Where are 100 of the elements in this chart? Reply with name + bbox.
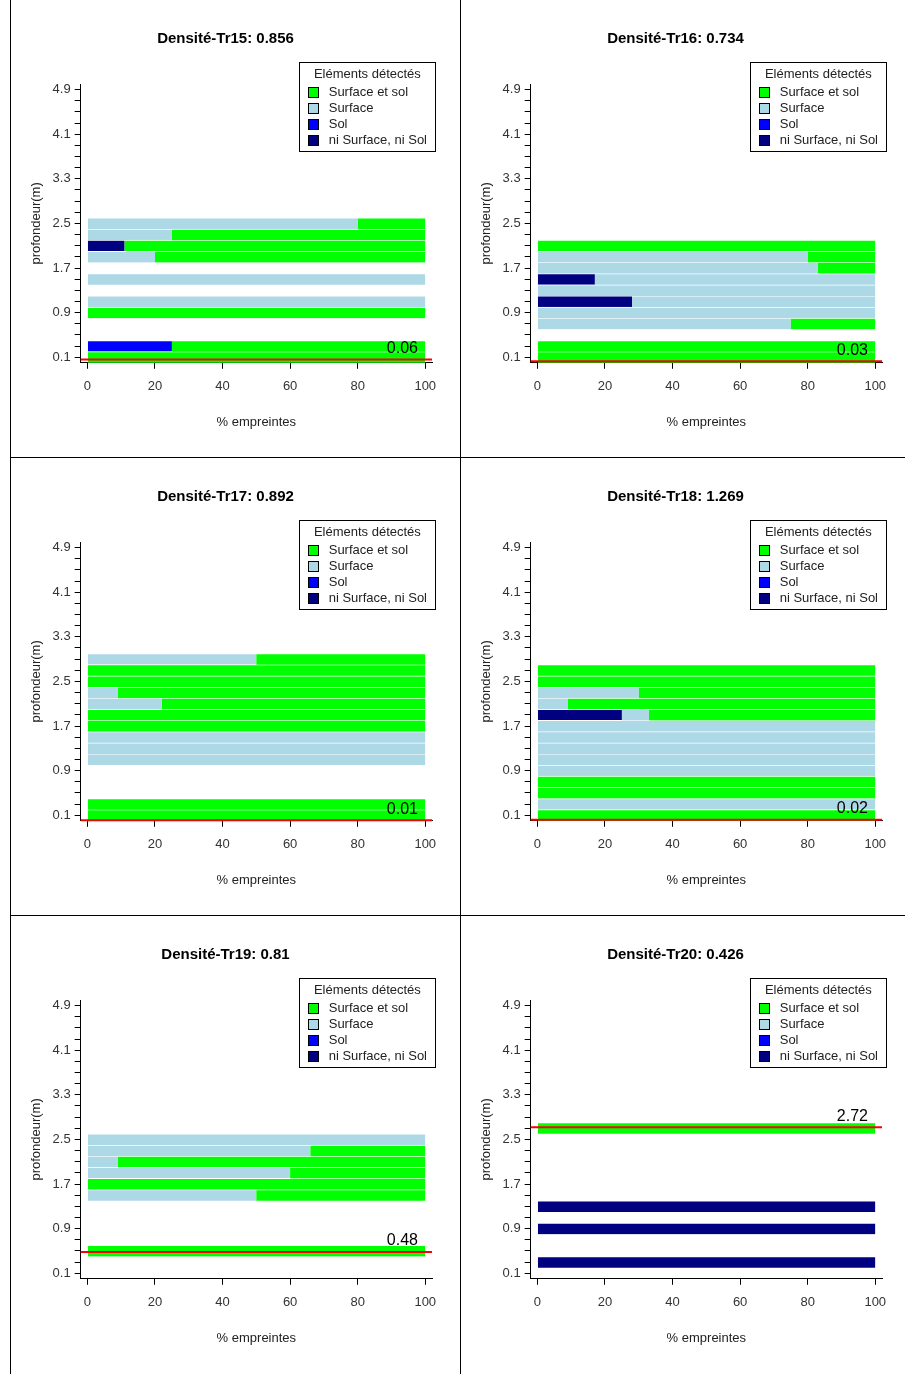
y-tick-label: 2.5 [52, 672, 71, 688]
x-tick-label: 80 [350, 836, 365, 852]
chart-title: Densité-Tr20: 0.426 [607, 945, 744, 963]
legend-label: Surface et sol [328, 542, 409, 558]
chart-title: Densité-Tr18: 1.269 [607, 487, 744, 505]
legend-title: Eléments détectés [763, 524, 873, 540]
x-tick-label: 20 [147, 378, 163, 394]
y-tick-label: 3.3 [52, 170, 71, 186]
chart-title: Densité-Tr17: 0.892 [157, 487, 294, 505]
x-tick-label: 0 [533, 378, 542, 394]
y-tick-label: 0.1 [502, 348, 521, 364]
legend-title: Eléments détectés [312, 982, 422, 998]
legend-label: Surface [779, 1016, 825, 1032]
y-tick-label: 4.9 [52, 997, 71, 1013]
x-tick-label: 100 [864, 836, 887, 852]
y-tick-label: 0.9 [52, 1220, 71, 1236]
x-tick-label: 0 [83, 836, 92, 852]
legend-label: Sol [328, 116, 348, 132]
y-axis-title: profondeur(m) [478, 1098, 494, 1181]
x-tick-label: 60 [282, 836, 298, 852]
y-tick-label: 4.1 [502, 583, 521, 599]
x-tick-label: 40 [665, 378, 680, 394]
y-tick-label: 4.9 [502, 539, 521, 555]
y-tick-label: 4.1 [502, 125, 521, 141]
ref-line-label: 2.72 [836, 1106, 869, 1124]
y-tick-label: 4.9 [52, 81, 71, 97]
y-tick-label: 0.9 [52, 304, 71, 320]
y-tick-label: 2.5 [502, 214, 521, 230]
y-tick-label: 0.1 [52, 348, 71, 364]
legend-label: ni Surface, ni Sol [779, 1048, 878, 1064]
y-tick-label: 4.9 [502, 997, 521, 1013]
x-tick-label: 40 [215, 1294, 230, 1310]
legend-title: Eléments détectés [763, 66, 873, 82]
legend-label: ni Surface, ni Sol [779, 132, 878, 148]
x-tick-label: 80 [350, 378, 365, 394]
legend-label: Surface [328, 100, 374, 116]
ref-line-label: 0.06 [386, 338, 419, 356]
x-tick-label: 20 [597, 1294, 613, 1310]
x-axis-title: % empreintes [666, 413, 747, 429]
chart-title: Densité-Tr19: 0.81 [161, 945, 290, 963]
x-tick-label: 100 [414, 1294, 437, 1310]
y-tick-label: 1.7 [52, 259, 71, 275]
legend-label: ni Surface, ni Sol [328, 132, 427, 148]
y-tick-label: 1.7 [502, 259, 521, 275]
y-tick-label: 2.5 [502, 672, 521, 688]
y-tick-label: 0.9 [502, 304, 521, 320]
legend-label: ni Surface, ni Sol [779, 590, 878, 606]
legend-label: Surface [328, 1016, 374, 1032]
y-axis-title: profondeur(m) [28, 182, 44, 265]
x-axis-title: % empreintes [666, 1329, 747, 1345]
x-tick-label: 60 [282, 378, 298, 394]
x-tick-label: 100 [414, 836, 437, 852]
x-tick-label: 20 [597, 836, 613, 852]
x-tick-label: 20 [597, 378, 613, 394]
legend-label: Sol [779, 116, 799, 132]
x-tick-label: 0 [533, 836, 542, 852]
y-tick-label: 3.3 [502, 1086, 521, 1102]
x-tick-label: 40 [665, 1294, 680, 1310]
legend-label: Surface et sol [328, 84, 409, 100]
x-tick-label: 0 [533, 1294, 542, 1310]
legend-label: ni Surface, ni Sol [328, 1048, 427, 1064]
x-tick-label: 20 [147, 1294, 163, 1310]
y-tick-label: 4.1 [502, 1041, 521, 1057]
legend-label: Sol [779, 574, 799, 590]
x-tick-label: 60 [732, 1294, 748, 1310]
ref-line-label: 0.03 [836, 340, 869, 358]
y-tick-label: 0.1 [502, 1264, 521, 1280]
y-tick-label: 0.1 [52, 1264, 71, 1280]
x-tick-label: 60 [732, 836, 748, 852]
x-axis-title: % empreintes [216, 871, 297, 887]
legend-label: Sol [328, 1032, 348, 1048]
y-tick-label: 3.3 [502, 628, 521, 644]
y-tick-label: 4.1 [52, 125, 71, 141]
y-axis-title: profondeur(m) [478, 640, 494, 723]
x-tick-label: 40 [665, 836, 680, 852]
y-tick-label: 2.5 [52, 1130, 71, 1146]
y-tick-label: 1.7 [502, 1175, 521, 1191]
y-tick-label: 3.3 [502, 170, 521, 186]
y-tick-label: 1.7 [52, 717, 71, 733]
x-tick-label: 80 [350, 1294, 365, 1310]
y-tick-label: 0.1 [52, 806, 71, 822]
y-tick-label: 4.9 [502, 81, 521, 97]
x-axis-title: % empreintes [216, 1329, 297, 1345]
x-tick-label: 0 [83, 1294, 92, 1310]
x-tick-label: 80 [800, 836, 815, 852]
x-tick-label: 60 [732, 378, 748, 394]
y-tick-label: 3.3 [52, 628, 71, 644]
y-tick-label: 4.1 [52, 1041, 71, 1057]
ref-line-label: 0.48 [386, 1231, 419, 1249]
ref-line-label: 0.01 [386, 799, 419, 817]
x-tick-label: 60 [282, 1294, 298, 1310]
y-tick-label: 4.9 [52, 539, 71, 555]
legend-label: Surface [779, 558, 825, 574]
legend-label: Surface [779, 100, 825, 116]
legend-label: Surface [328, 558, 374, 574]
x-tick-label: 100 [864, 1294, 887, 1310]
x-tick-label: 40 [215, 378, 230, 394]
legend-label: Sol [779, 1032, 799, 1048]
y-tick-label: 2.5 [52, 214, 71, 230]
legend-label: Surface et sol [779, 1000, 860, 1016]
